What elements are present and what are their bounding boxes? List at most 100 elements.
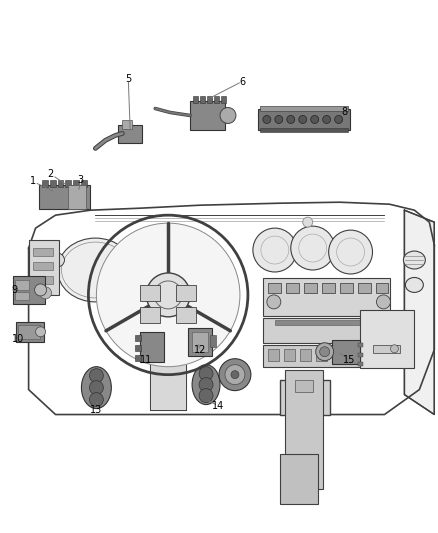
Circle shape [323,116,331,124]
Bar [42,180,48,187]
Bar [357,283,371,293]
Circle shape [253,228,297,272]
Bar [32,248,53,256]
Bar [357,343,363,347]
Ellipse shape [57,238,133,302]
Bar [275,320,364,325]
Bar [268,283,281,293]
Bar [207,95,212,102]
Bar [214,95,219,102]
Text: 8: 8 [342,108,348,117]
Bar [135,335,141,341]
Text: 5: 5 [125,74,131,84]
Ellipse shape [81,367,111,409]
Text: 3: 3 [78,175,84,185]
Circle shape [303,217,313,227]
Bar [176,285,196,301]
Bar [300,349,311,361]
Bar [190,101,225,131]
Bar [28,240,59,295]
Bar [14,280,28,290]
Bar [18,325,39,339]
Circle shape [291,226,335,270]
Bar [286,283,299,293]
Bar [263,278,390,316]
Bar [263,318,390,343]
Bar [357,362,363,366]
Circle shape [35,284,46,296]
Bar [332,340,360,364]
Circle shape [390,345,399,353]
Bar [193,95,198,102]
Bar [66,180,71,187]
Circle shape [275,116,283,124]
Text: 11: 11 [140,354,152,365]
Bar [210,335,216,347]
Bar [14,292,28,300]
Text: 9: 9 [11,285,18,295]
Bar [304,283,317,293]
Circle shape [219,359,251,391]
Bar [122,120,132,130]
Bar [260,128,348,132]
Bar [140,307,160,323]
Bar [118,125,142,143]
Circle shape [96,223,240,367]
Bar [348,349,359,361]
Text: 6: 6 [240,77,246,86]
Ellipse shape [192,365,220,405]
Text: 12: 12 [194,345,206,355]
Bar [135,355,141,361]
Bar [13,276,45,304]
Bar [316,349,327,361]
Bar [57,180,64,187]
Polygon shape [280,379,330,415]
Bar [140,332,164,362]
Circle shape [199,389,213,402]
Bar [280,455,318,504]
Circle shape [89,381,103,394]
Ellipse shape [403,251,425,269]
Circle shape [287,116,295,124]
Bar [360,310,414,368]
Circle shape [335,116,343,124]
Circle shape [220,108,236,124]
Bar [295,379,313,392]
Bar [74,180,79,187]
Bar [375,283,389,293]
Bar [263,345,390,367]
Bar [258,109,350,131]
Circle shape [320,347,330,357]
Circle shape [199,378,213,392]
Bar [200,95,205,102]
Circle shape [267,295,281,309]
Bar [140,285,160,301]
Bar [16,322,43,342]
Circle shape [231,370,239,378]
Bar [332,349,343,361]
Circle shape [39,287,52,299]
Bar [32,262,53,270]
Circle shape [146,273,190,317]
Bar [221,95,226,102]
Circle shape [89,393,103,407]
Circle shape [328,230,372,274]
Bar [260,106,348,111]
Circle shape [263,116,271,124]
Bar [284,349,295,361]
Text: 1: 1 [29,176,35,186]
Bar [81,180,88,187]
Circle shape [377,295,390,309]
Bar [32,276,53,284]
Text: 13: 13 [90,405,102,415]
Bar [321,283,335,293]
Bar [285,370,323,489]
Bar [192,332,208,352]
Circle shape [89,369,103,383]
Bar [188,328,212,356]
Bar [268,349,279,361]
Bar [176,307,196,323]
Bar [135,345,141,351]
Bar [372,345,400,353]
Bar [68,185,86,209]
